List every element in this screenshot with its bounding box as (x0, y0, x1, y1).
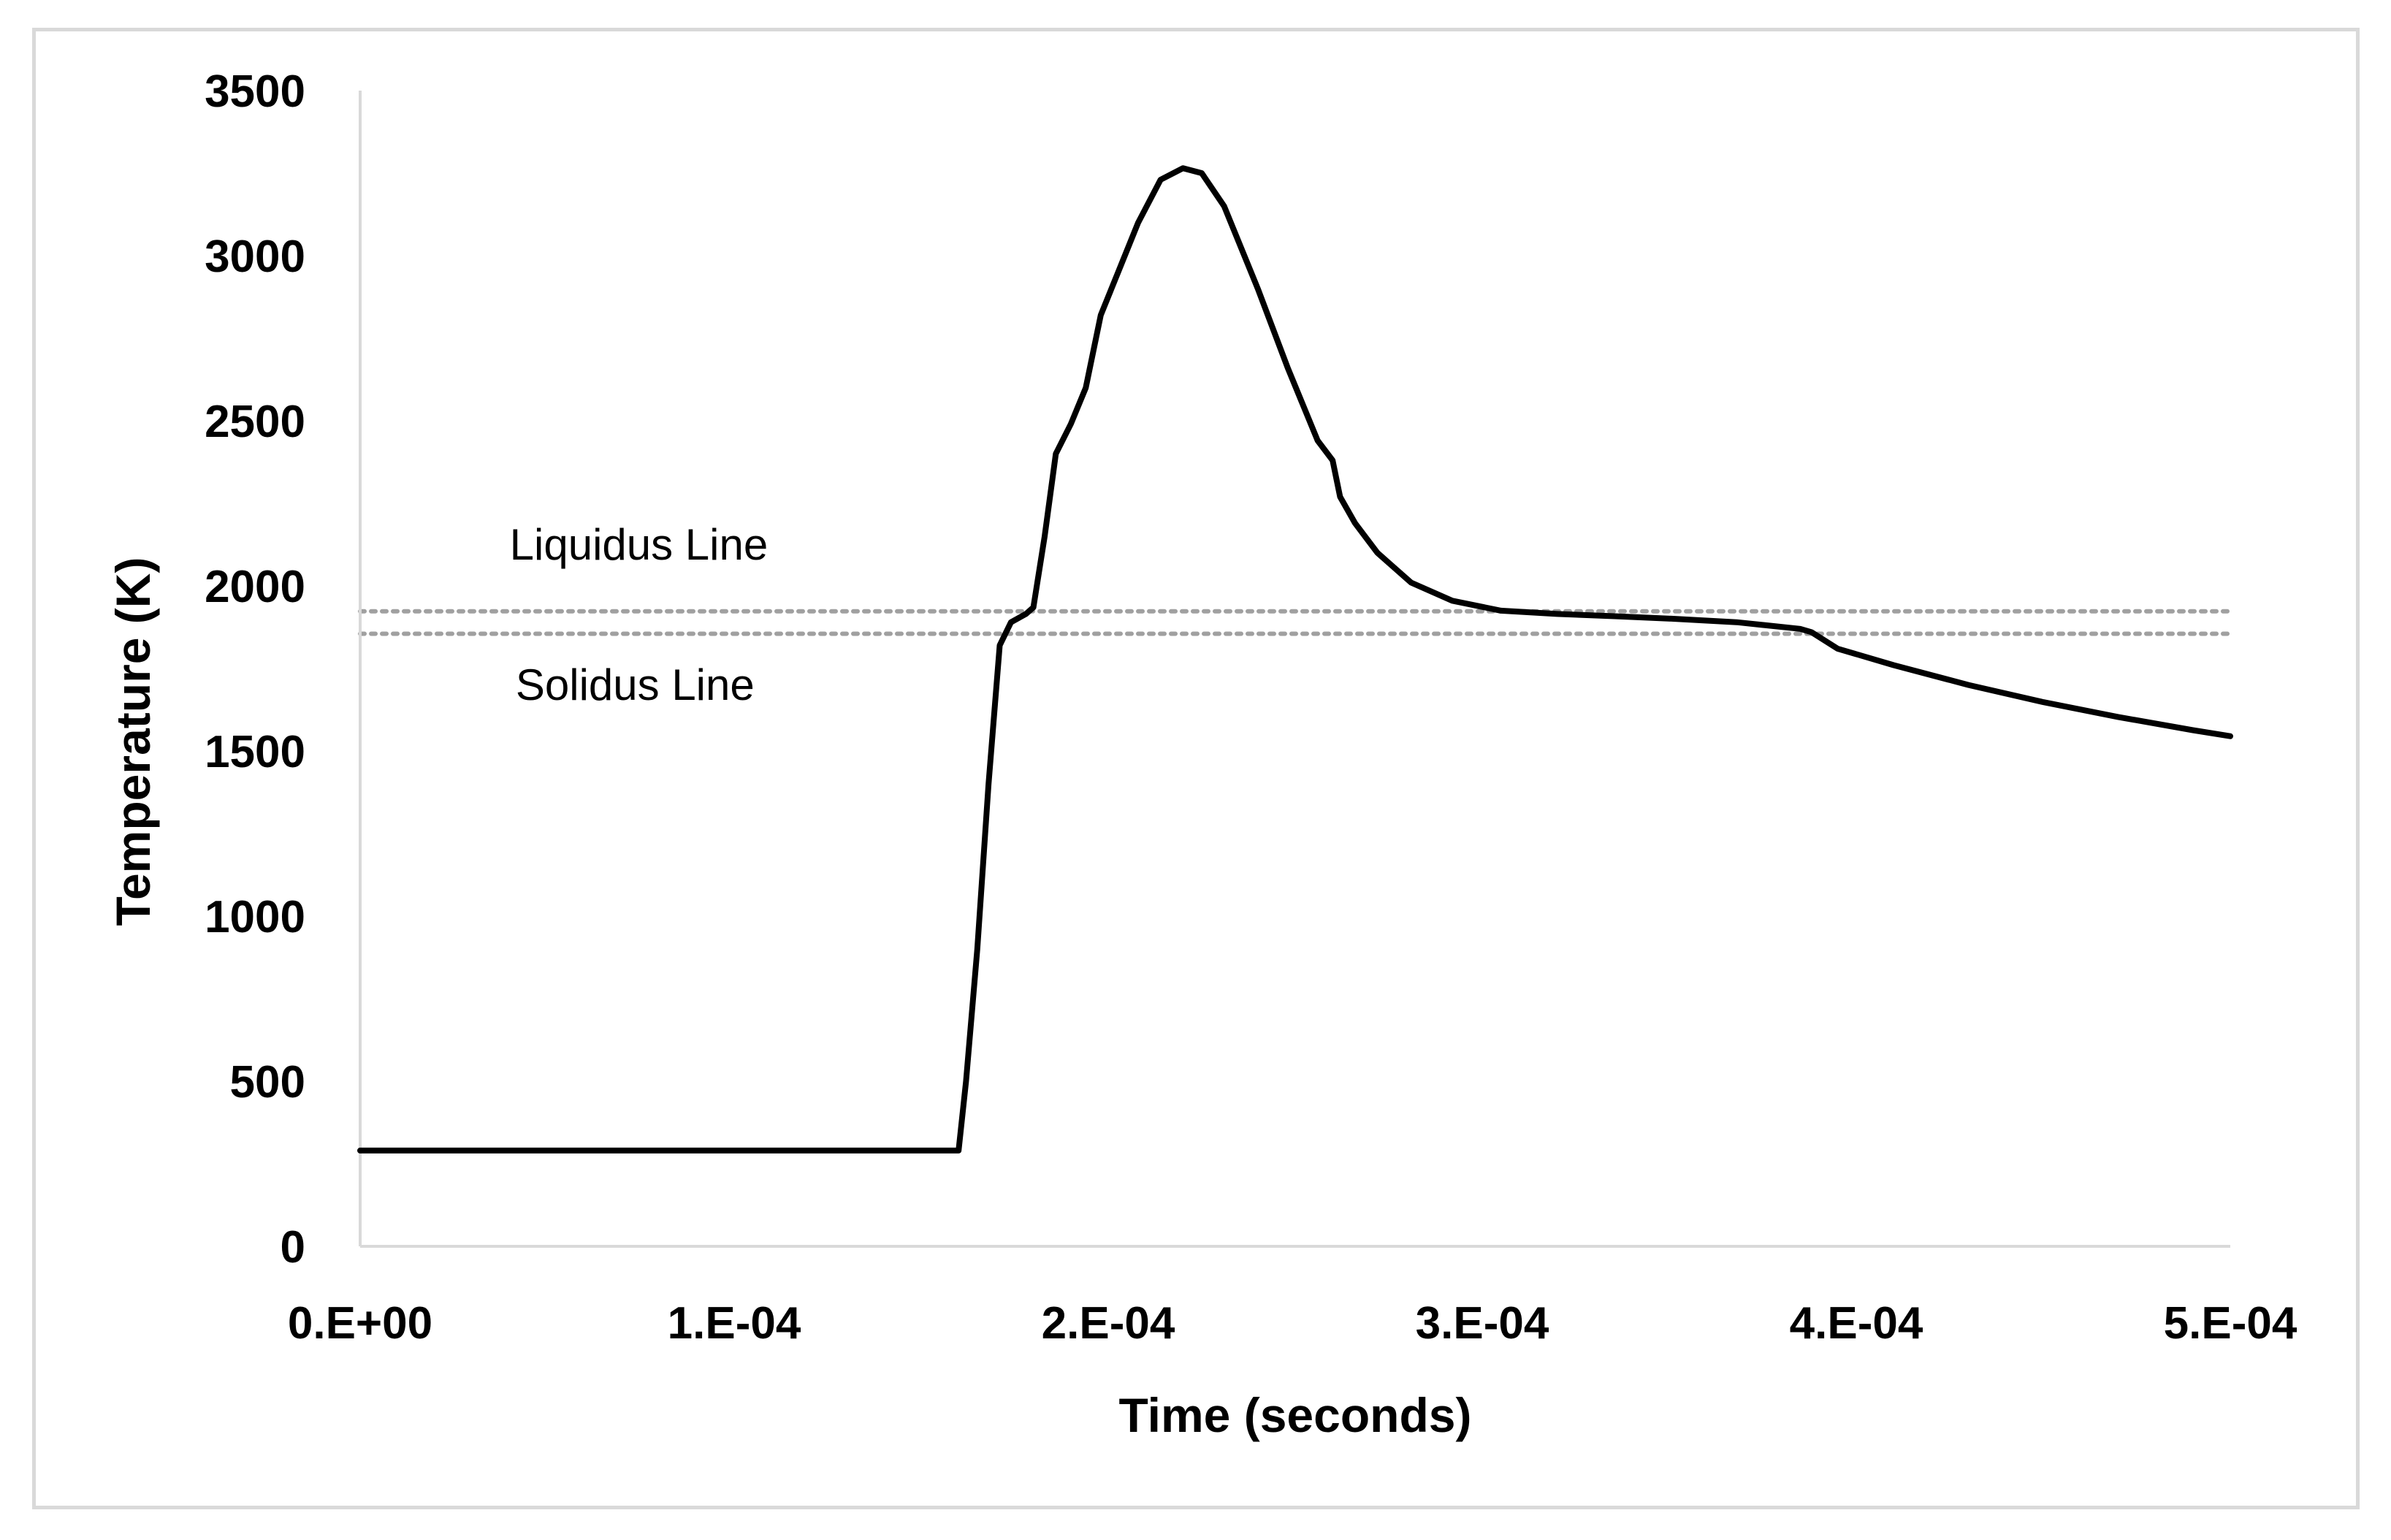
series-layer (357, 165, 2233, 1154)
x-axis-title: Time (seconds) (1119, 1388, 1472, 1442)
tick-labels: 0 500 1000 1500 2000 2500 3000 3500 0.E+00 1.E-04… (205, 66, 2297, 1349)
y-tick-label: 2500 (205, 397, 305, 447)
temperature-series-line (357, 165, 2233, 1154)
x-tick-label: 5.E-04 (2164, 1298, 2297, 1349)
axes (359, 91, 2230, 1248)
y-tick-label: 500 (230, 1057, 305, 1108)
y-tick-label: 1500 (205, 727, 305, 777)
y-tick-label: 1000 (205, 892, 305, 942)
y-tick-label: 3500 (205, 66, 305, 117)
chart-frame (32, 28, 2360, 1509)
y-axis-title: Temperature (K) (106, 557, 160, 926)
x-tick-label: 2.E-04 (1042, 1298, 1175, 1349)
x-tick-label: 4.E-04 (1790, 1298, 1923, 1349)
annotations: Liquidus Line Solidus Line (510, 520, 769, 709)
x-tick-label: 1.E-04 (668, 1298, 801, 1349)
y-tick-label: 2000 (205, 562, 305, 612)
reference-lines (358, 609, 2232, 636)
x-tick-label: 0.E+00 (288, 1298, 432, 1349)
liquidus-line-label: Liquidus Line (510, 520, 769, 569)
y-tick-label: 0 (281, 1222, 305, 1273)
y-tick-label: 3000 (205, 232, 305, 282)
solidus-line-label: Solidus Line (516, 660, 755, 709)
x-tick-label: 3.E-04 (1416, 1298, 1549, 1349)
